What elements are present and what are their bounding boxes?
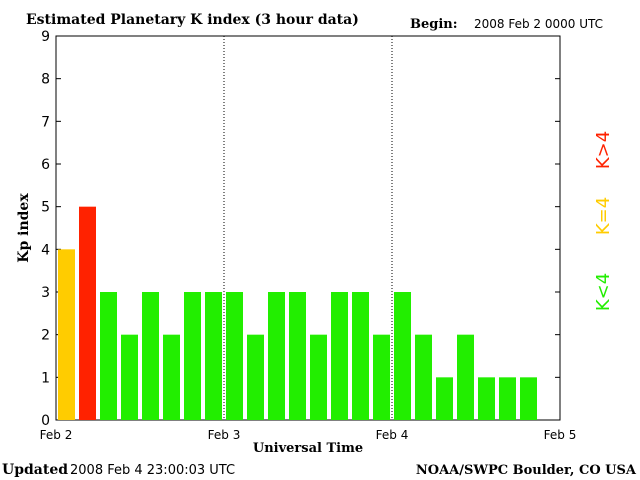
day-dividers [223,36,393,420]
kp-bar [79,206,96,420]
kp-bar [163,334,180,420]
kp-bar [142,292,159,420]
kp-bar [352,292,369,420]
kp-bar [499,377,516,420]
legend-k-equal-4: K=4 [593,197,614,235]
x-tick-label: Feb 2 [40,428,73,442]
begin-label: Begin: [410,17,458,32]
bars [58,206,537,420]
y-tick-label: 1 [41,370,50,386]
plot-frame [55,35,561,421]
kp-bar [205,292,222,420]
x-tick-label: Feb 4 [376,428,409,442]
kp-bar [310,334,327,420]
updated-value: 2008 Feb 4 23:00:03 UTC [70,463,235,478]
y-tick-label: 2 [41,328,50,344]
x-ticks: Feb 2 Feb 3 Feb 4 Feb 5 [40,428,577,442]
y-tick-label: 6 [41,157,50,173]
y-axis-label: Kp index [16,193,32,263]
kp-bar [121,334,138,420]
kp-bar [100,292,117,420]
kp-bar [373,334,390,420]
kp-bar [268,292,285,420]
kp-bar [58,249,75,420]
y-tick-label: 0 [41,413,50,429]
kp-bar [436,377,453,420]
kp-bar [331,292,348,420]
chart-title: Estimated Planetary K index (3 hour data… [26,12,359,28]
y-tick-label: 9 [41,29,50,45]
legend-k-below-4: K<4 [593,273,614,311]
kp-bar [394,292,411,420]
legend-k-above-4: K>4 [593,131,614,169]
kp-bar [247,334,264,420]
x-tick-label: Feb 5 [544,428,577,442]
x-tick-label: Feb 3 [208,428,241,442]
x-axis-label: Universal Time [253,441,363,456]
kp-bar [226,292,243,420]
source-credit: NOAA/SWPC Boulder, CO USA [416,463,637,478]
y-tick-label: 5 [41,200,50,216]
y-tick-label: 7 [41,114,50,130]
kp-bar [184,292,201,420]
kp-bar [478,377,495,420]
begin-value: 2008 Feb 2 0000 UTC [474,17,603,31]
kp-bar [520,377,537,420]
updated-label: Updated [2,462,68,478]
y-tick-label: 4 [41,242,50,258]
kp-bar [415,334,432,420]
y-tick-label: 8 [41,72,50,88]
kp-bar [289,292,306,420]
kp-bar [457,334,474,420]
y-tick-label: 3 [41,285,50,301]
